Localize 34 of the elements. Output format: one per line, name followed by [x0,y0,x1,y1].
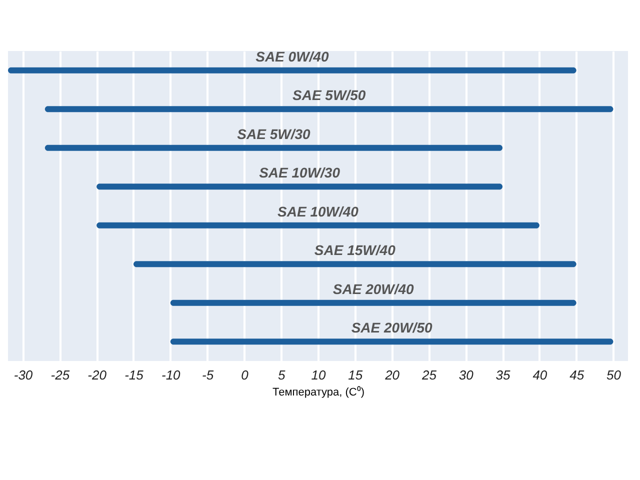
bar [133,261,576,268]
x-tick-label: 25 [420,368,438,382]
x-tick-label: 45 [570,368,585,382]
x-tick-label: 40 [532,368,548,382]
bar [170,300,576,306]
bar [170,338,614,345]
x-tick-label: 10 [311,368,326,382]
y-tick-label: SAE 0W/40 [256,48,329,64]
y-tick-label: SAE 10W/30 [259,164,340,181]
y-tick-label: SAE 5W/30 [237,126,310,142]
x-axis-title: Температура, (C⁰) [272,386,365,398]
x-tick-label: -15 [124,368,144,382]
x-tick-label: -20 [88,368,108,382]
x-tick-label: -30 [14,368,34,382]
x-tick-label: -25 [50,368,70,382]
y-tick-label: SAE 20W/40 [332,280,414,297]
y-tick-label: SAE 5W/50 [292,87,366,104]
x-tick-label: -5 [202,368,214,382]
bar [96,222,540,228]
x-tick-label: 20 [384,368,400,382]
bar [44,144,503,151]
y-tick-label: SAE 10W/40 [278,203,359,220]
bar [96,184,503,190]
x-tick-label: 5 [278,368,286,382]
x-tick-label: 30 [458,368,474,382]
x-tick-label: 35 [496,368,512,382]
bar [44,106,614,112]
x-tick-label: 50 [606,368,622,382]
x-tick-label: 15 [348,368,364,382]
x-tick-label: -10 [161,368,182,382]
y-tick-label: SAE 20W/50 [351,320,432,336]
y-tick-label: SAE 15W/40 [314,242,396,258]
bar [8,67,576,74]
x-tick-label: 0 [241,368,250,382]
